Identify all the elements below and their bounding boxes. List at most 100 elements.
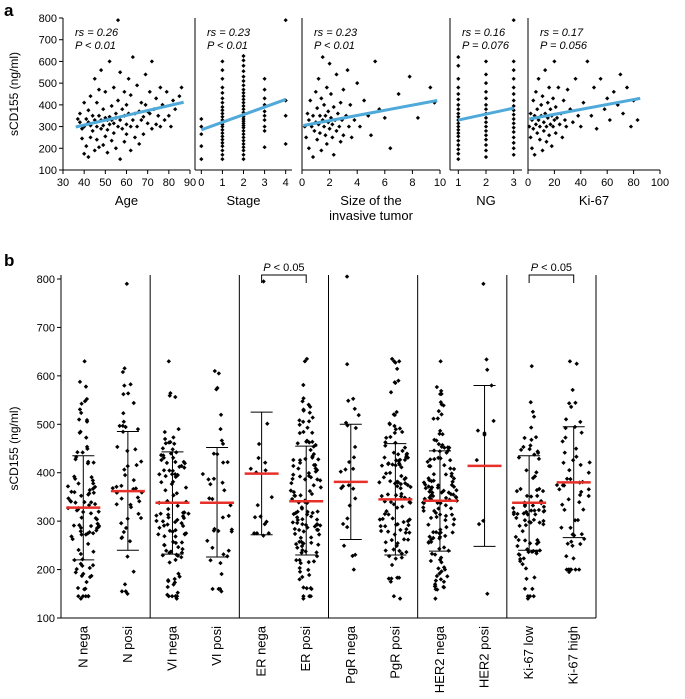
data-point	[182, 531, 187, 537]
group-pgr-posi: PgR posi	[377, 356, 413, 679]
data-point	[382, 511, 388, 517]
data-point	[123, 424, 128, 430]
p-value-label: P < 0.01	[207, 40, 248, 52]
data-point	[338, 139, 343, 144]
data-point	[483, 133, 489, 138]
data-point	[441, 579, 447, 584]
data-point	[377, 517, 383, 522]
x-tick-label: 40	[78, 177, 90, 189]
data-point	[174, 596, 179, 601]
data-point	[353, 552, 358, 557]
data-point	[225, 459, 230, 465]
data-point	[154, 122, 159, 127]
data-point	[220, 140, 225, 145]
data-point	[602, 107, 607, 112]
data-point	[263, 468, 268, 473]
data-point	[301, 382, 306, 388]
x-tick-label: 60	[120, 177, 132, 189]
data-point	[549, 144, 554, 149]
data-point	[562, 450, 567, 455]
data-point	[127, 539, 133, 544]
data-point	[125, 591, 130, 596]
data-point	[301, 594, 306, 599]
data-point	[305, 425, 310, 430]
data-point	[220, 480, 225, 485]
data-point	[483, 137, 489, 142]
data-point	[176, 544, 181, 550]
data-point	[522, 502, 528, 508]
data-point	[432, 508, 437, 514]
data-point	[537, 137, 542, 142]
data-point	[73, 500, 78, 505]
data-point	[172, 519, 178, 525]
data-point	[378, 528, 384, 534]
data-point	[77, 407, 83, 412]
data-point	[78, 551, 84, 557]
data-point	[87, 530, 92, 535]
data-point	[351, 486, 356, 491]
data-point	[133, 447, 138, 452]
data-point	[283, 18, 288, 23]
data-point	[168, 390, 173, 396]
data-point	[557, 487, 562, 492]
data-point	[398, 486, 403, 491]
data-point	[156, 532, 161, 537]
data-point	[82, 100, 87, 105]
data-point	[456, 63, 461, 68]
data-point	[565, 87, 570, 92]
data-point	[132, 135, 138, 140]
data-point	[306, 470, 312, 476]
data-point	[173, 540, 179, 546]
data-point	[298, 535, 304, 541]
data-point	[66, 496, 71, 501]
data-point	[175, 553, 181, 558]
data-point	[317, 113, 323, 118]
data-point	[426, 540, 431, 545]
data-point	[95, 521, 100, 526]
data-point	[378, 523, 383, 529]
data-point	[86, 502, 92, 508]
data-point	[541, 504, 547, 510]
y-tick-label: 600	[37, 371, 55, 383]
data-point	[385, 529, 391, 534]
data-point	[562, 507, 567, 513]
data-point	[241, 97, 246, 102]
subplot-ng: 1 2 3 NG rs = 0.16P = 0.076	[449, 18, 522, 208]
data-point	[386, 461, 391, 467]
x-tick-label: 4	[283, 177, 289, 189]
data-point	[388, 579, 394, 584]
data-point	[115, 124, 121, 129]
data-point	[103, 89, 108, 94]
data-point	[139, 117, 144, 123]
data-point	[291, 463, 296, 469]
data-point	[427, 457, 433, 462]
data-point	[294, 557, 299, 563]
data-point	[241, 157, 246, 162]
data-point	[574, 361, 579, 366]
data-point	[220, 157, 225, 162]
data-point	[433, 510, 439, 516]
data-point	[451, 466, 457, 472]
data-point	[131, 477, 136, 483]
data-point	[241, 58, 246, 63]
data-point	[295, 517, 301, 523]
data-point	[397, 426, 403, 431]
data-point	[78, 525, 84, 531]
data-point	[316, 76, 321, 81]
y-tick-label: 500	[37, 419, 55, 431]
data-point	[485, 591, 490, 596]
data-point	[88, 94, 93, 99]
data-point	[220, 76, 225, 81]
data-point	[531, 126, 536, 131]
data-point	[78, 410, 84, 416]
data-point	[552, 59, 557, 64]
data-point	[218, 426, 223, 432]
data-point	[88, 135, 93, 140]
data-point	[160, 519, 166, 524]
data-point	[176, 571, 181, 576]
data-point	[241, 123, 246, 128]
data-point	[307, 488, 313, 494]
data-point	[165, 512, 171, 517]
data-point	[400, 504, 405, 509]
data-point	[598, 76, 603, 81]
